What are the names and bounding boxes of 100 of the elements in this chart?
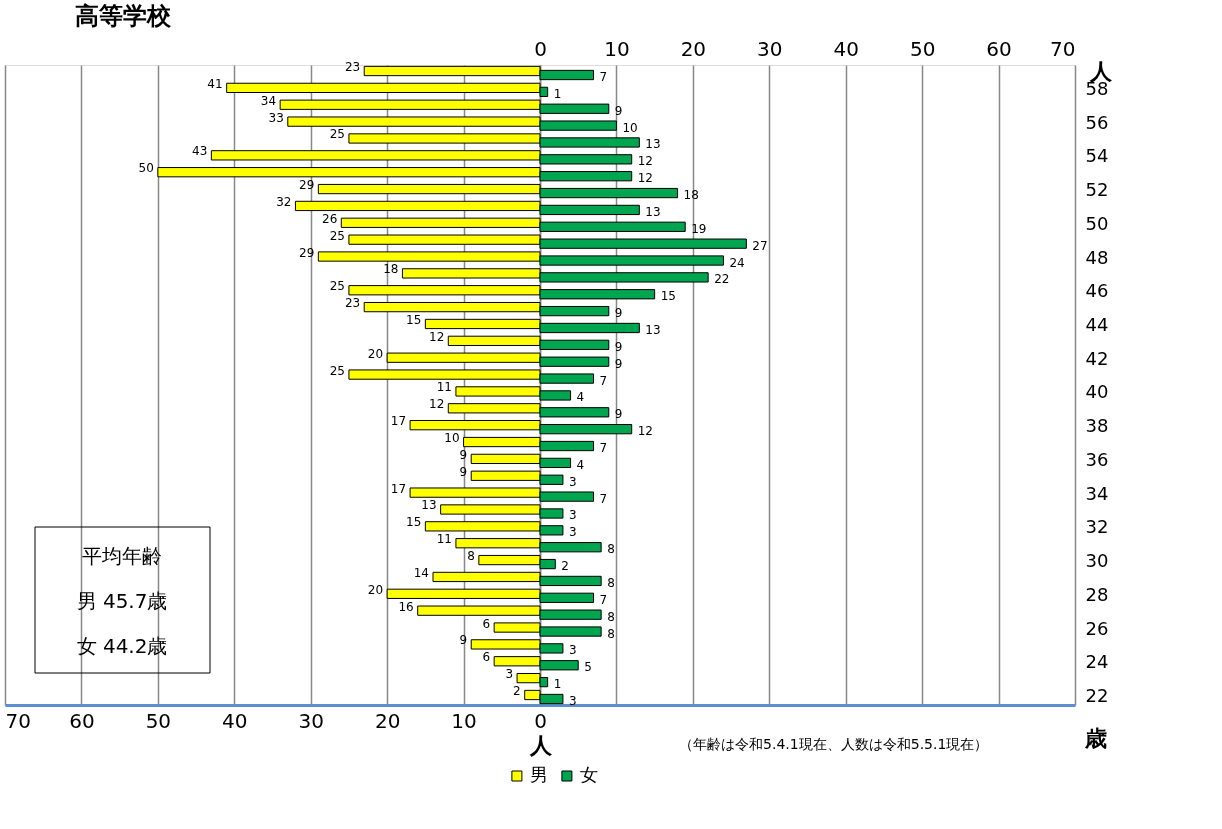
data-label: 9: [614, 103, 623, 118]
y-tick-label: 22: [1085, 684, 1109, 706]
annotation: 男 45.7歳: [76, 589, 168, 613]
data-label: 18: [683, 188, 699, 203]
data-label: 13: [645, 204, 661, 219]
x2-tick-label: 40: [833, 36, 859, 61]
y-tick-label: 32: [1085, 516, 1109, 538]
legend-label: 女: [579, 764, 598, 785]
data-label: 3: [568, 508, 577, 523]
data-label: 41: [207, 76, 223, 91]
data-label: 22: [714, 272, 730, 287]
y-tick-label: 56: [1085, 111, 1109, 133]
y-axis-title: 歳: [1083, 725, 1107, 751]
x-tick-label: 10: [451, 708, 477, 733]
data-label: 17: [390, 414, 407, 429]
data-label: 26: [322, 211, 338, 226]
y-tick-label: 54: [1085, 145, 1109, 167]
data-label: 16: [398, 599, 414, 614]
data-label: 43: [192, 144, 208, 159]
data-label: 9: [614, 356, 623, 371]
x2-tick-label: 50: [909, 36, 936, 61]
y-tick-label: 40: [1085, 381, 1109, 403]
y-tick-label: 36: [1085, 448, 1109, 470]
data-label: 12: [637, 424, 653, 439]
data-label: 4: [576, 457, 585, 472]
legend-label: 男: [529, 764, 548, 785]
data-label: 50: [138, 161, 154, 176]
x-tick-label: 40: [222, 708, 248, 733]
data-label: 12: [637, 171, 653, 186]
data-label: 8: [607, 542, 615, 557]
data-label: 6: [482, 616, 491, 631]
data-label: 10: [444, 431, 460, 446]
data-label: 33: [268, 110, 284, 125]
x2-tick-label: 30: [757, 36, 783, 61]
data-label: 7: [599, 441, 608, 456]
data-label: 9: [459, 464, 468, 479]
data-label: 9: [614, 306, 623, 321]
data-label: 5: [584, 660, 592, 675]
x2-tick-label: 10: [604, 36, 630, 61]
data-label: 9: [614, 339, 623, 354]
data-label: 2: [513, 683, 521, 698]
y-tick-label: 50: [1085, 212, 1109, 234]
data-label: 34: [260, 93, 277, 108]
data-label: 15: [660, 289, 676, 304]
data-label: 19: [691, 221, 707, 236]
y-tick-label: 38: [1085, 415, 1109, 437]
data-label: 13: [645, 322, 661, 337]
data-label: 3: [568, 525, 577, 540]
data-label: 7: [599, 70, 608, 85]
data-label: 13: [645, 137, 661, 152]
data-label: 17: [390, 481, 407, 496]
data-label: 12: [637, 154, 653, 169]
x2-tick-label: 60: [986, 36, 1012, 61]
y-tick-label: 24: [1085, 651, 1109, 673]
data-label: 7: [599, 373, 608, 388]
data-label: 20: [367, 346, 384, 361]
y-tick-label: 52: [1085, 179, 1109, 201]
data-label: 4: [576, 390, 585, 405]
x2-tick-label: 20: [680, 36, 707, 61]
data-label: 8: [607, 626, 615, 641]
y-tick-label: 48: [1085, 246, 1109, 268]
y-tick-label: 30: [1085, 550, 1109, 572]
data-label: 6: [482, 650, 491, 665]
data-label: 15: [406, 312, 422, 327]
data-label: 24: [729, 255, 745, 270]
data-label: 9: [459, 447, 468, 462]
y-tick-label: 46: [1085, 280, 1109, 302]
data-label: 11: [436, 532, 452, 547]
data-label: 12: [429, 329, 445, 344]
x2-tick-label: 0: [534, 36, 547, 61]
data-label: 20: [367, 582, 384, 597]
data-label: 18: [383, 262, 399, 277]
data-label: 13: [421, 498, 437, 513]
data-label: 25: [329, 228, 345, 243]
data-label: 7: [599, 491, 608, 506]
y-tick-label: 42: [1085, 347, 1109, 369]
data-label: 25: [329, 363, 345, 378]
data-label: 7: [599, 592, 608, 607]
y-tick-label: 44: [1085, 313, 1109, 335]
data-label: 25: [329, 279, 345, 294]
y-tick-label: 34: [1085, 482, 1109, 504]
data-label: 25: [329, 127, 345, 142]
data-label: 15: [406, 515, 422, 530]
x-tick-label: 20: [374, 708, 401, 733]
chart-title: 高等学校: [75, 2, 172, 30]
x-tick-label: 0: [534, 708, 547, 733]
x-tick-label: 60: [69, 708, 95, 733]
data-label: 3: [505, 667, 514, 682]
annotation: 平均年齢: [82, 544, 162, 568]
x2-tick-label: 70: [1050, 36, 1076, 61]
data-label: 3: [568, 474, 577, 489]
data-label: 2: [561, 559, 569, 574]
data-label: 32: [276, 194, 292, 209]
text: （年齢は令和5.4.1現在、人数は令和5.5.1現在）: [679, 736, 989, 752]
data-label: 29: [299, 178, 315, 193]
x-tick-label: 70: [5, 708, 31, 733]
data-label: 23: [344, 60, 361, 75]
x-tick-label: 30: [298, 708, 324, 733]
data-label: 8: [607, 575, 615, 590]
y-tick-label: 26: [1085, 617, 1109, 639]
